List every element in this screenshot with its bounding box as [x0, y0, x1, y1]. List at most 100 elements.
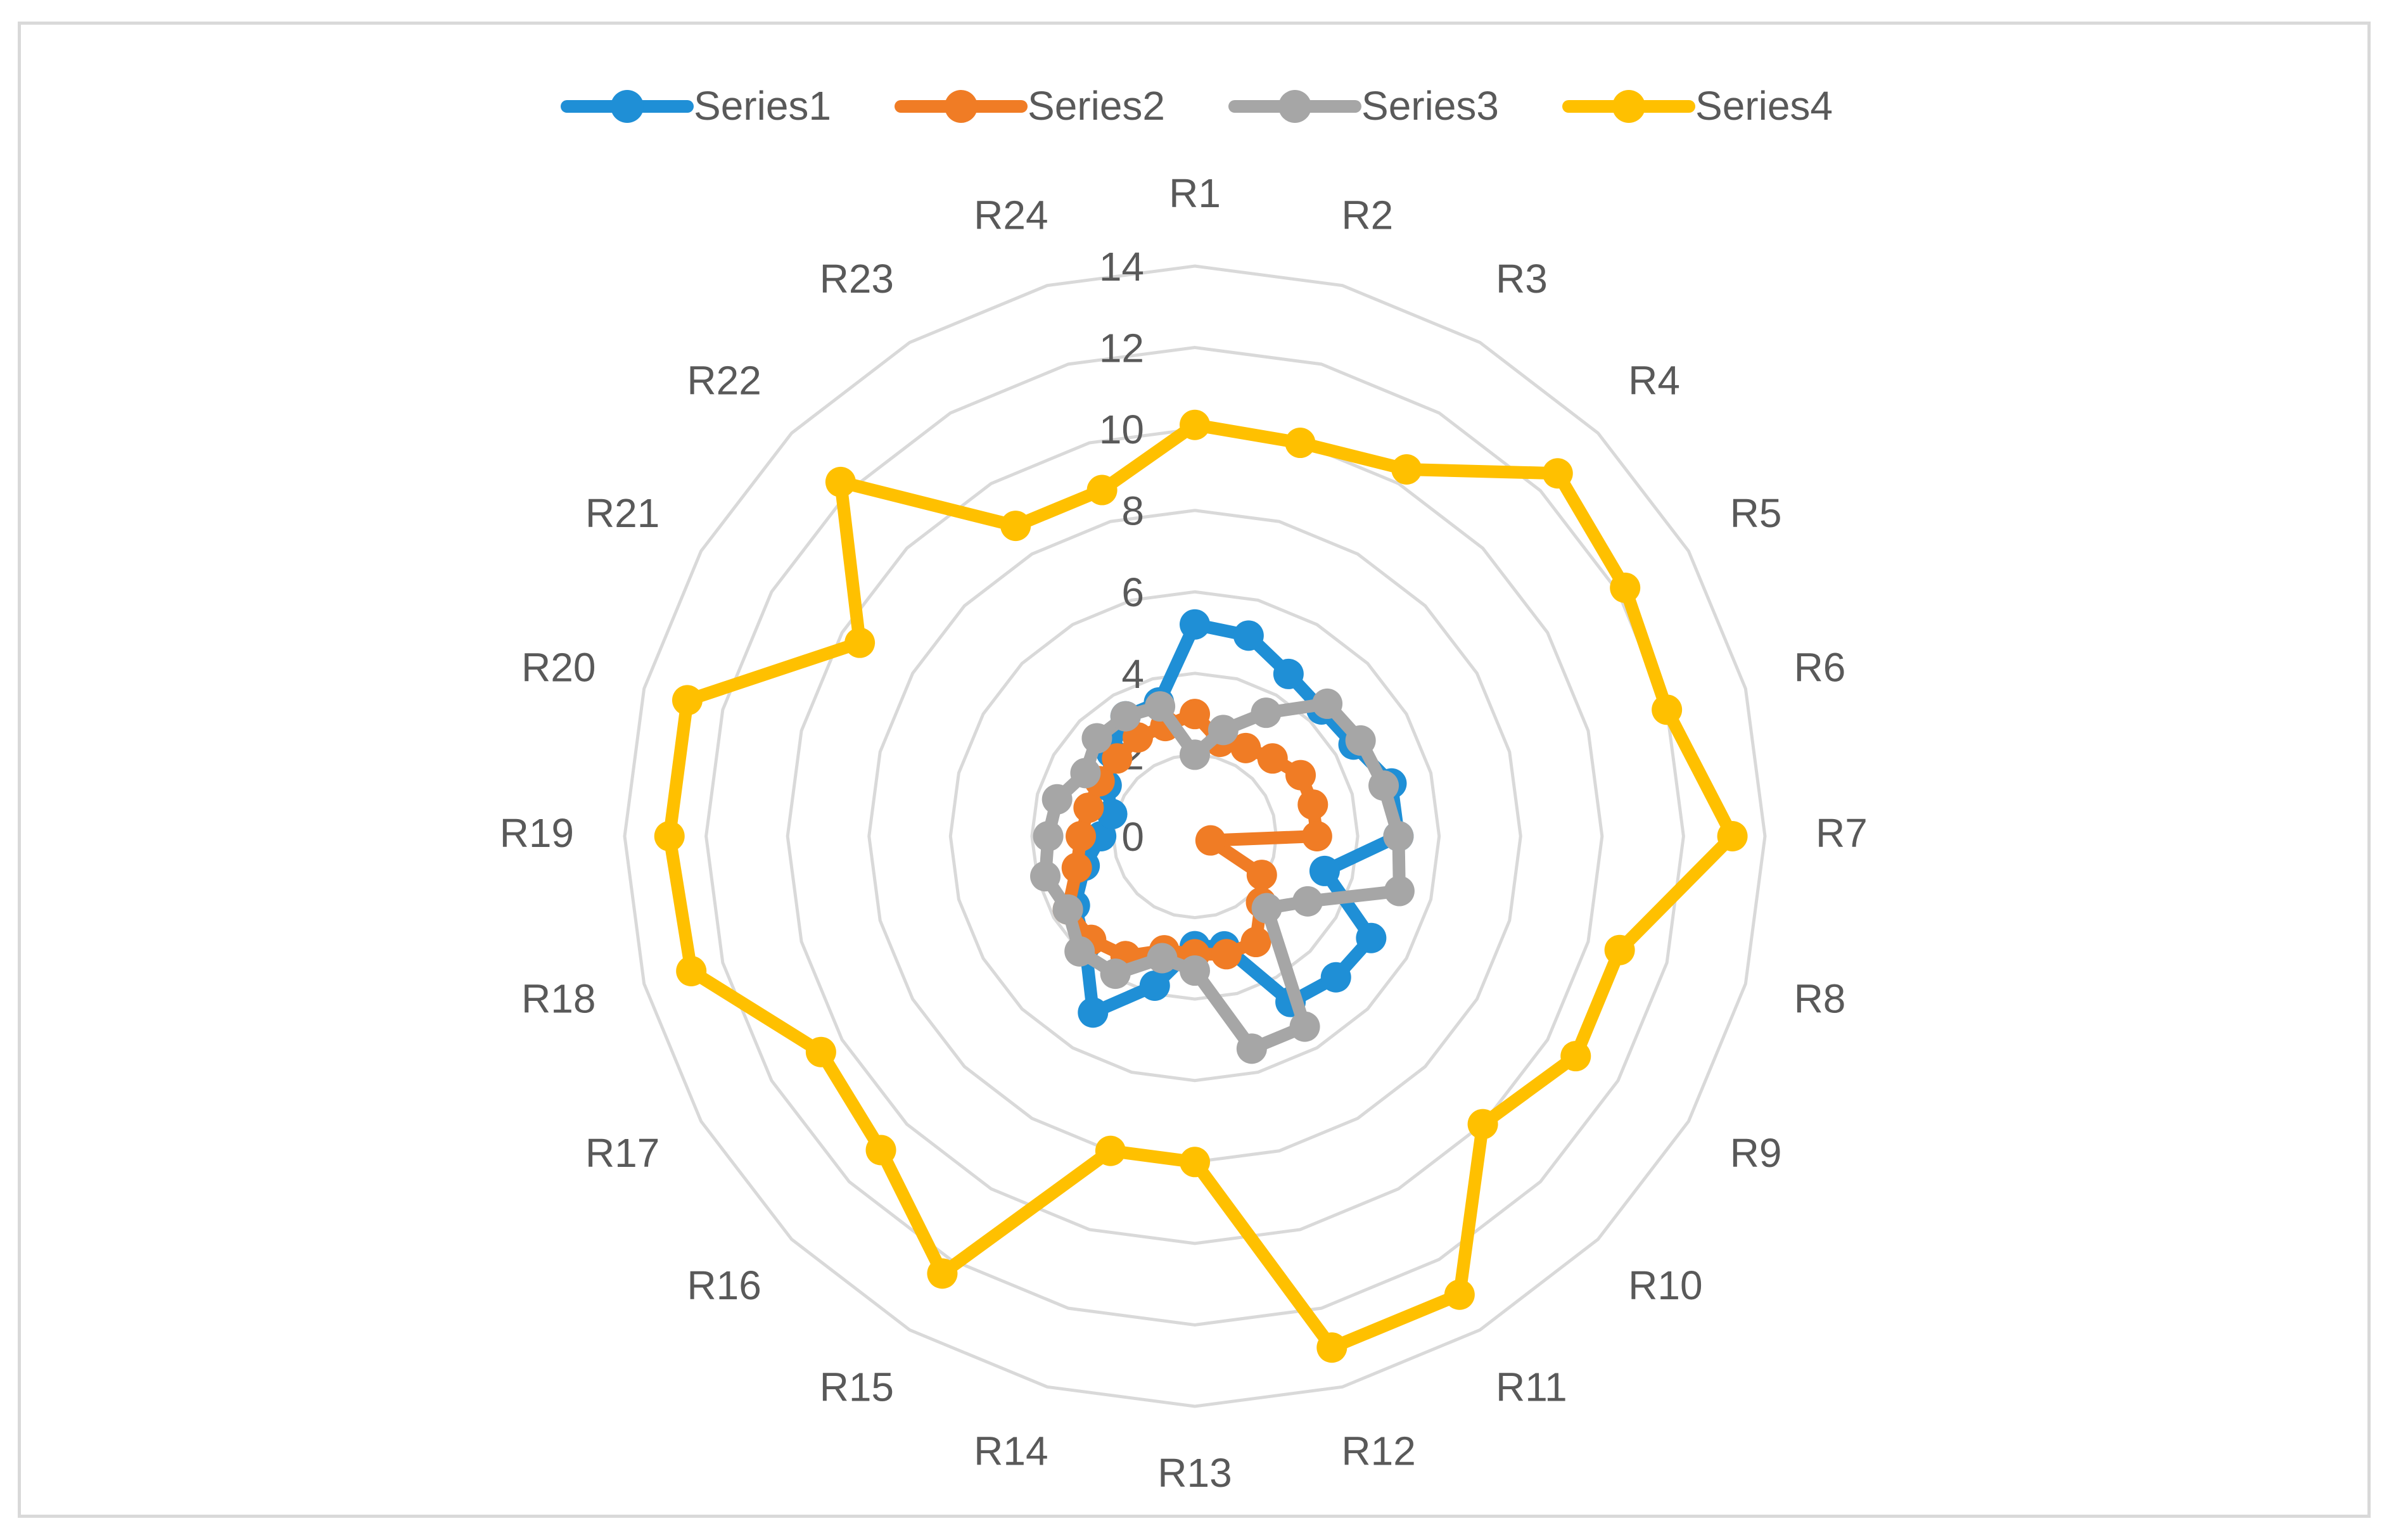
category-label: R6: [1794, 644, 1846, 690]
data-point: [1384, 875, 1415, 907]
category-label: R16: [687, 1263, 761, 1308]
data-point: [1030, 861, 1061, 892]
category-label: R8: [1794, 976, 1846, 1021]
series-layer: [654, 409, 1748, 1363]
data-point: [1251, 697, 1282, 729]
legend-item-4[interactable]: Series4: [1562, 83, 1833, 129]
category-label: R19: [500, 810, 574, 856]
category-label: R23: [820, 256, 894, 302]
data-point: [1604, 934, 1635, 965]
legend-label: Series2: [1028, 83, 1165, 129]
tick-label: 10: [1099, 407, 1144, 452]
grid-ring-10: [786, 427, 1604, 1245]
radar-grid: [623, 264, 1767, 1408]
data-point: [1230, 732, 1261, 763]
grid-ring-12: [704, 346, 1685, 1327]
category-label: R21: [585, 490, 659, 536]
data-point: [1297, 789, 1328, 820]
data-point: [1180, 699, 1210, 730]
category-label: R2: [1341, 192, 1393, 238]
legend-item-3[interactable]: Series3: [1228, 83, 1499, 129]
data-point: [1391, 454, 1422, 485]
data-point: [1285, 760, 1316, 791]
data-point: [1180, 739, 1210, 770]
data-point: [1301, 821, 1332, 851]
data-point: [1066, 821, 1096, 851]
data-point: [805, 1036, 836, 1067]
data-point: [1102, 743, 1133, 774]
tick-label: 4: [1121, 651, 1144, 697]
legend-label: Series4: [1695, 83, 1833, 129]
category-label: R18: [521, 976, 596, 1021]
grid-ring-6: [948, 590, 1441, 1083]
category-labels: R1 R2 R3 R4 R5 R6 R7 R8 R9 R10 R11 R12 R13 R14 R15 R16 R…: [500, 170, 1868, 1496]
legend-item-1[interactable]: Series1: [561, 83, 831, 129]
data-point: [1078, 997, 1109, 1028]
category-label: R24: [974, 192, 1048, 238]
legend-label: Series3: [1361, 83, 1499, 129]
data-point: [1316, 1332, 1347, 1363]
category-label: R22: [687, 358, 761, 404]
data-point: [1033, 821, 1064, 851]
data-point: [1273, 658, 1304, 689]
data-point: [1145, 691, 1176, 722]
category-label: R7: [1816, 810, 1868, 856]
data-point: [1081, 723, 1112, 754]
data-point: [1073, 792, 1104, 824]
data-point: [1383, 821, 1414, 851]
data-point: [672, 685, 703, 716]
data-point: [1717, 821, 1748, 851]
category-label: R5: [1730, 490, 1782, 536]
tick-label: 8: [1121, 488, 1144, 534]
legend-swatch-marker: [1278, 90, 1311, 123]
data-point: [1147, 943, 1178, 974]
legend[interactable]: Series1 Series2 Series3 Series4: [561, 83, 1833, 129]
data-point: [1236, 1033, 1267, 1064]
data-point: [1610, 572, 1641, 603]
data-point: [1292, 886, 1323, 917]
legend-swatch-marker: [611, 90, 644, 123]
category-label: R1: [1169, 170, 1221, 216]
data-point: [1070, 758, 1101, 789]
data-point: [1207, 715, 1239, 746]
data-point: [1139, 970, 1170, 1001]
category-label: R14: [974, 1428, 1048, 1473]
data-point: [1560, 1041, 1591, 1072]
data-point: [1368, 770, 1399, 801]
grid-ring-8: [867, 509, 1522, 1164]
data-point: [1246, 860, 1277, 891]
data-point: [1312, 688, 1343, 719]
legend-swatch-marker: [1612, 90, 1645, 123]
data-point: [1309, 855, 1340, 886]
series-4: [654, 409, 1748, 1363]
data-point: [1542, 458, 1573, 489]
category-label: R20: [521, 644, 596, 690]
grid-ring-14: [623, 264, 1767, 1408]
data-point: [1356, 922, 1387, 953]
data-point: [1052, 894, 1083, 925]
data-point: [1345, 725, 1376, 756]
tick-label: 12: [1099, 325, 1144, 371]
data-point: [1086, 474, 1118, 506]
legend-item-2[interactable]: Series2: [895, 83, 1165, 129]
category-label: R11: [1496, 1365, 1567, 1410]
data-point: [1061, 852, 1092, 883]
data-point: [825, 466, 856, 497]
data-point: [1110, 701, 1141, 732]
legend-swatch-marker: [945, 90, 978, 123]
data-point: [1233, 620, 1264, 651]
tick-label: 6: [1121, 570, 1144, 615]
data-point: [676, 955, 707, 986]
category-label: R15: [820, 1365, 894, 1410]
data-point: [1000, 511, 1031, 542]
data-point: [1180, 1147, 1210, 1178]
category-label: R9: [1730, 1130, 1782, 1176]
data-point: [1095, 1135, 1126, 1166]
data-point: [1042, 784, 1073, 815]
data-point: [1097, 799, 1128, 830]
data-point: [1180, 409, 1210, 440]
grid-ring-2: [1111, 753, 1278, 920]
category-label: R10: [1628, 1263, 1702, 1308]
legend-label: Series1: [694, 83, 831, 129]
